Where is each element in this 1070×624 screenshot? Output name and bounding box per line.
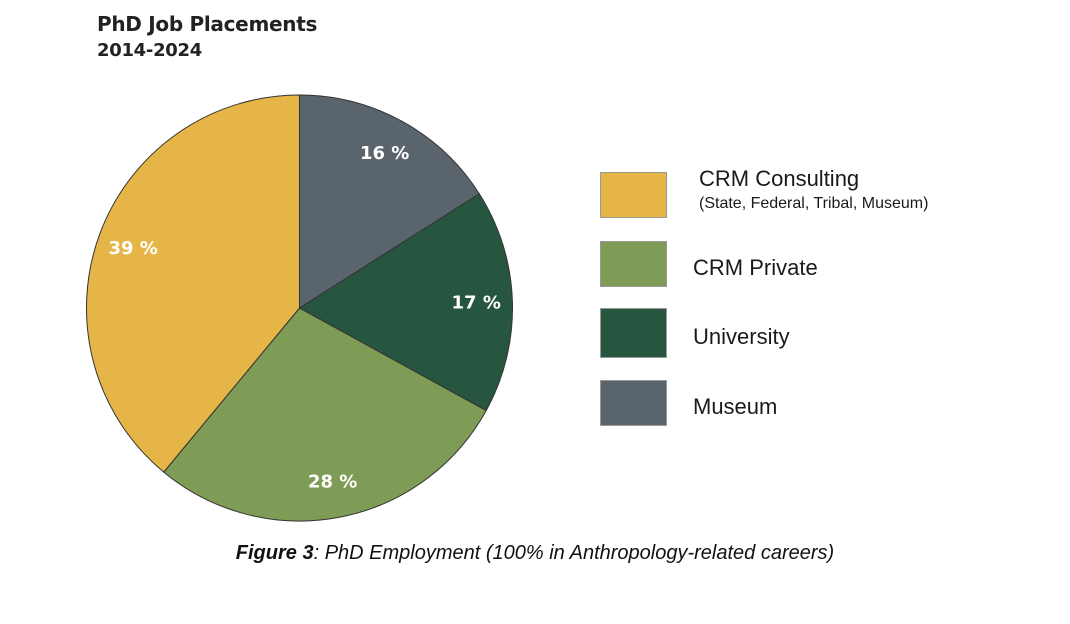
legend-label-museum: Museum (693, 394, 778, 419)
pie-slice-crm-private (163, 307, 487, 522)
pie-label-crm-private: 28 % (308, 472, 357, 493)
legend-swatch-university (600, 308, 667, 358)
chart-title: PhD Job Placements (97, 12, 318, 36)
pie-slice-university (298, 193, 513, 412)
figure-number: Figure 3 (235, 542, 314, 564)
legend-label-crm-private: CRM Private (693, 255, 818, 280)
legend-label-crm-consulting: CRM Consulting (699, 166, 860, 191)
caption-text: : PhD Employment (100% in Anthropology-r… (313, 542, 835, 564)
legend-swatch-museum (600, 380, 667, 426)
pie-label-crm-consulting: 39 % (108, 238, 157, 259)
figure-caption: Figure 3: PhD Employment (100% in Anthro… (0, 542, 1070, 565)
pie-label-museum: 16 % (360, 143, 409, 164)
legend-swatch-crm-private (600, 241, 667, 287)
legend-sublabel-crm-consulting: (State, Federal, Tribal, Museum) (699, 195, 929, 212)
pie-slice-museum (299, 94, 481, 309)
legend-swatch-crm-consulting (600, 172, 667, 218)
legend-label-university: University (693, 324, 790, 349)
pie-slice-crm-consulting (86, 94, 300, 473)
pie-label-university: 17 % (452, 292, 501, 313)
chart-subtitle: 2014-2024 (97, 40, 202, 61)
